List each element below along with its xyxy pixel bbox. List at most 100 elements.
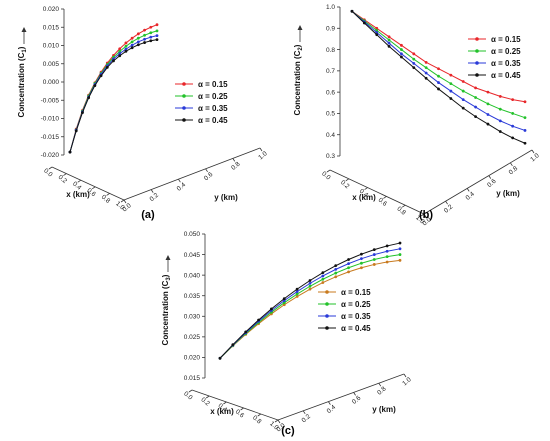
y-axis xyxy=(277,373,405,421)
panel-label: (c) xyxy=(281,425,295,437)
data-point xyxy=(461,89,465,93)
y-tick-label: 0.8 xyxy=(230,160,242,171)
data-point xyxy=(387,38,391,42)
data-point xyxy=(124,44,128,48)
data-point xyxy=(474,86,477,90)
z-tick-label: 0.9 xyxy=(326,25,335,32)
z-arrow-head xyxy=(21,27,27,32)
z-tick-label: 0.020 xyxy=(43,6,60,13)
data-point xyxy=(449,89,453,93)
x-tick-label: 0.0 xyxy=(320,170,332,181)
legend-entry: α = 0.45 xyxy=(341,324,371,333)
x-tick-mark xyxy=(223,401,227,405)
data-point xyxy=(398,241,402,245)
data-point xyxy=(385,244,389,248)
z-tick-label: 0.015 xyxy=(184,375,201,382)
legend-entry: α = 0.15 xyxy=(341,288,371,297)
x-axis-label: x (km) xyxy=(66,190,90,199)
data-point xyxy=(375,26,379,30)
data-point xyxy=(231,343,235,347)
data-point xyxy=(99,74,103,78)
series-3: α = 0.35 xyxy=(350,9,527,132)
z-tick-label: 0.8 xyxy=(326,47,335,54)
data-point xyxy=(498,119,502,123)
y-tick-mark xyxy=(510,162,513,167)
series-4: α = 0.45 xyxy=(218,241,402,360)
y-axis xyxy=(423,149,533,215)
legend-marker xyxy=(475,73,479,77)
legend-marker xyxy=(325,302,329,306)
data-point xyxy=(282,299,286,303)
data-point xyxy=(424,66,428,70)
x-tick-mark xyxy=(205,395,210,399)
series-1: α = 0.15 xyxy=(218,258,402,360)
data-point xyxy=(398,247,402,251)
data-point xyxy=(124,47,128,51)
series-3: α = 0.35 xyxy=(218,247,402,360)
legend-marker xyxy=(182,118,186,122)
x-axis xyxy=(329,169,425,215)
data-point xyxy=(498,130,502,133)
data-point xyxy=(321,281,325,284)
x-tick-label: 0.8 xyxy=(251,414,263,425)
data-point xyxy=(334,271,338,275)
data-point xyxy=(155,23,159,27)
data-point xyxy=(334,264,338,268)
y-tick-label: 0.6 xyxy=(486,178,498,189)
data-point xyxy=(218,356,222,360)
data-point xyxy=(385,255,389,259)
panel-label: (a) xyxy=(141,209,155,221)
x-axis-label: x (km) xyxy=(210,407,234,416)
series-line xyxy=(69,30,158,153)
data-point xyxy=(424,71,428,75)
y-tick-mark xyxy=(423,213,427,218)
y-axis xyxy=(123,147,261,201)
z-tick-label: 0.050 xyxy=(184,231,201,238)
y-tick-label: 0.4 xyxy=(465,190,477,201)
data-point xyxy=(523,141,527,145)
data-point xyxy=(136,43,140,47)
z-tick-label: 0.030 xyxy=(184,313,201,320)
data-point xyxy=(282,297,286,300)
y-tick-label: 1.0 xyxy=(529,152,541,163)
y-tick-mark xyxy=(378,382,382,387)
data-point xyxy=(74,129,78,133)
legend-marker xyxy=(325,314,329,318)
z-tick-label: 0.015 xyxy=(43,24,60,31)
y-tick-mark xyxy=(277,419,281,424)
x-tick-label: 0.6 xyxy=(85,187,97,198)
data-point xyxy=(486,113,490,116)
data-point xyxy=(308,287,312,291)
chart-panel-1: -0.020 -0.015 -0.010 -0.005 0.000 0.005 0.010 0… xyxy=(17,6,269,221)
z-tick-label: 0.040 xyxy=(184,272,201,279)
data-point xyxy=(398,253,402,256)
data-point xyxy=(149,35,153,39)
data-point xyxy=(308,279,312,282)
x-tick-label: 1.0 xyxy=(414,214,426,225)
data-point xyxy=(398,258,402,262)
data-point xyxy=(136,36,140,40)
x-tick-mark xyxy=(401,204,406,208)
x-tick-label: 0.6 xyxy=(377,197,389,208)
data-point xyxy=(474,115,477,119)
chart-panel-2: 0.30.40.50.60.70.80.91.00.00.20.40.60.81… xyxy=(293,4,541,227)
data-point xyxy=(136,40,140,44)
data-point xyxy=(282,303,286,307)
x-tick-label: 0.4 xyxy=(217,402,229,413)
chart-panel-3: 0.015 0.020 0.025 0.030 0.035 0.040 0.045 0.050… xyxy=(161,231,413,437)
data-point xyxy=(372,258,376,261)
legend-entry: α = 0.25 xyxy=(491,47,521,56)
data-point xyxy=(437,87,440,91)
x-tick-mark xyxy=(91,186,96,190)
y-tick-label: 1.0 xyxy=(401,376,413,387)
y-tick-mark xyxy=(488,175,492,179)
series-4: α = 0.45 xyxy=(68,38,228,154)
data-point xyxy=(400,43,403,47)
x-tick-mark xyxy=(383,196,387,199)
data-point xyxy=(295,295,299,298)
legend-marker xyxy=(182,94,186,98)
y-tick-label: 0.2 xyxy=(301,413,313,424)
data-point xyxy=(511,124,515,128)
data-point xyxy=(118,54,122,58)
y-tick-mark xyxy=(259,147,263,152)
